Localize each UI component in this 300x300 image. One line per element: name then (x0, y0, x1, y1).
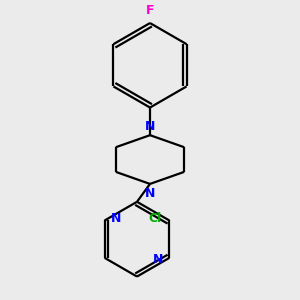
Text: N: N (152, 253, 163, 266)
Text: N: N (111, 212, 122, 225)
Text: Cl: Cl (148, 212, 161, 225)
Text: N: N (145, 120, 155, 133)
Text: N: N (145, 187, 155, 200)
Text: F: F (146, 4, 154, 16)
